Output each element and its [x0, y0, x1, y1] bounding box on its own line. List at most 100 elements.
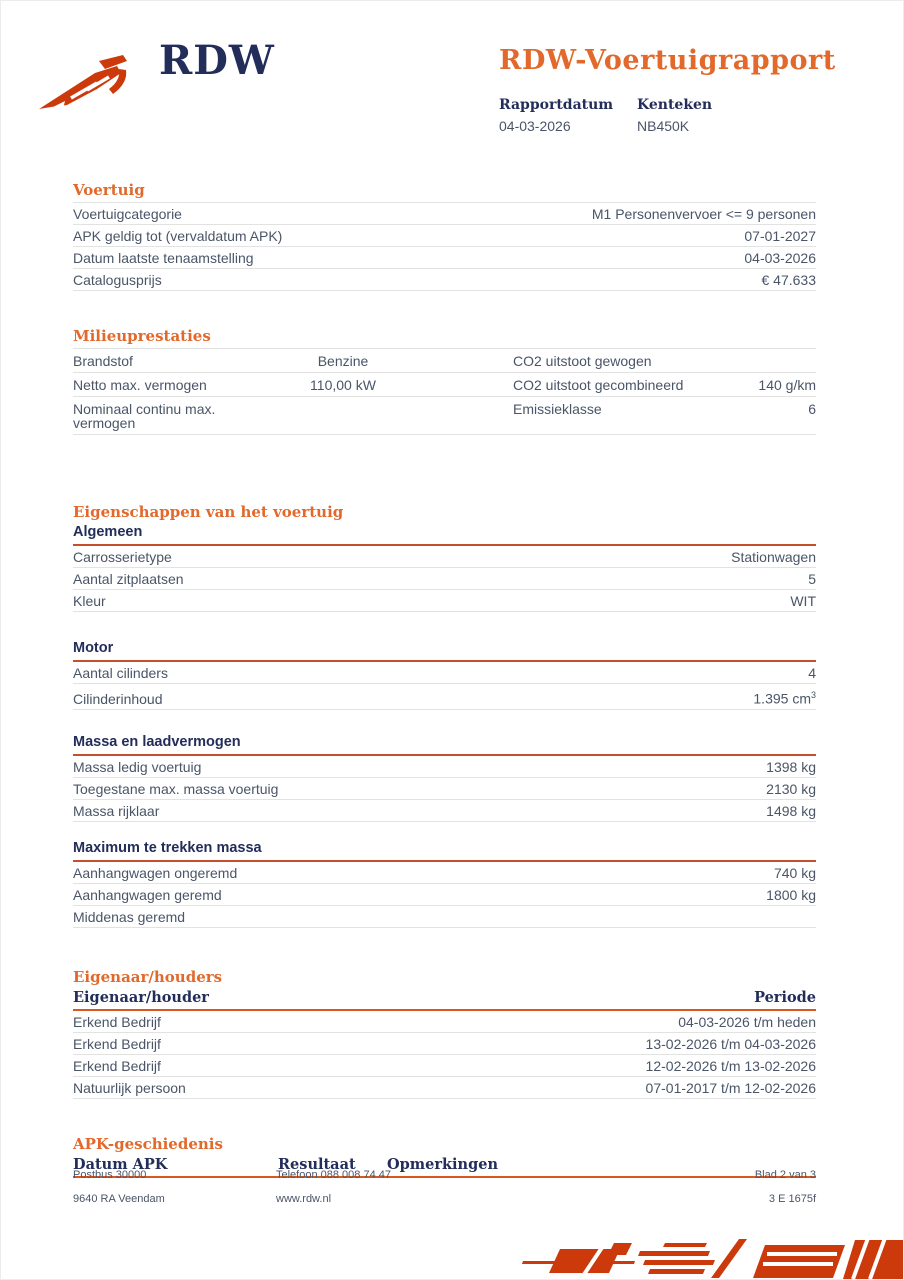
rdw-wing-logo-icon	[39, 55, 127, 109]
table-row: Erkend Bedrijf 13-02-2026 t/m 04-03-2026	[73, 1033, 816, 1055]
table-row: Aanhangwagen geremd 1800 kg	[73, 884, 816, 906]
brand-wordmark: RDW	[159, 37, 275, 84]
row-value: 07-01-2027	[744, 228, 816, 244]
row-label: Toegestane max. massa voertuig	[73, 780, 279, 797]
apk-table-header: Datum APK Resultaat Opmerkingen	[73, 1156, 816, 1178]
footer-page-info: Blad 2 van 3 3 E 1675f	[755, 1169, 816, 1217]
table-row: Massa rijklaar 1498 kg	[73, 800, 816, 822]
report-date-label: Rapportdatum	[499, 97, 614, 113]
footer-website: www.rdw.nl	[276, 1193, 332, 1205]
subsection-trekken-massa: Maximum te trekken massa Aanhangwagen on…	[73, 840, 816, 928]
subsection-algemeen: Algemeen Carrosserietype Stationwagen Aa…	[73, 524, 816, 612]
row-value: 2130 kg	[766, 780, 816, 797]
report-meta: Rapportdatum 04-03-2026 Kenteken NB450K	[499, 97, 819, 134]
row-label: Datum laatste tenaamstelling	[73, 250, 254, 266]
row-value: 4	[808, 665, 816, 681]
footer-address-line2: 9640 RA Veendam	[73, 1193, 165, 1205]
row-label: Middenas geremd	[73, 908, 186, 925]
row-value: 140 g/km	[758, 377, 816, 393]
row-label: Brandstof	[73, 353, 133, 369]
table-row: Aantal cilinders 4	[73, 662, 816, 684]
column-header-apk-date: Datum APK	[73, 1155, 168, 1173]
row-label: APK geldig tot (vervaldatum APK)	[73, 228, 283, 244]
period-cell: 13-02-2026 t/m 04-03-2026	[645, 1035, 816, 1052]
license-plate-value: NB450K	[637, 118, 690, 134]
table-row: Toegestane max. massa voertuig 2130 kg	[73, 778, 816, 800]
row-label: Massa rijklaar	[73, 802, 160, 819]
row-value: 04-03-2026	[744, 250, 816, 266]
row-label: Massa ledig voertuig	[73, 758, 202, 775]
row-label: CO2 uitstoot gewogen	[513, 353, 652, 369]
period-cell: 12-02-2026 t/m 13-02-2026	[645, 1057, 816, 1074]
report-header: RDW-Voertuigrapport Rapportdatum 04-03-2…	[499, 45, 836, 134]
row-label: Aanhangwagen ongeremd	[73, 864, 238, 881]
row-label: Voertuigcategorie	[73, 206, 182, 222]
table-row: Erkend Bedrijf 04-03-2026 t/m heden	[73, 1011, 816, 1033]
footer-address: Postbus 30000 9640 RA Veendam	[73, 1169, 276, 1217]
section-milieuprestaties: Milieuprestaties Brandstof Benzine CO2 u…	[73, 327, 816, 435]
row-label: Kleur	[73, 593, 106, 609]
column-header-result: Resultaat	[278, 1155, 356, 1173]
row-label: Cilinderinhoud	[73, 690, 163, 707]
table-row: Catalogusprijs € 47.633	[73, 269, 816, 291]
table-row: Cilinderinhoud 1.395 cm3	[73, 684, 816, 710]
subsection-motor: Motor Aantal cilinders 4 Cilinderinhoud …	[73, 640, 816, 710]
row-value: WIT	[790, 593, 816, 609]
table-row: Kleur WIT	[73, 590, 816, 612]
table-row: Natuurlijk persoon 07-01-2017 t/m 12-02-…	[73, 1077, 816, 1099]
column-header-remarks: Opmerkingen	[387, 1155, 498, 1173]
row-label: Aantal zitplaatsen	[73, 571, 184, 587]
column-header-period: Periode	[754, 988, 816, 1006]
owner-table-header: Eigenaar/houder Periode	[73, 989, 816, 1011]
table-row: Middenas geremd	[73, 906, 816, 928]
section-title: Milieuprestaties	[73, 327, 211, 345]
table-row: Brandstof Benzine CO2 uitstoot gewogen	[73, 349, 816, 373]
footer-page-indicator: Blad 2 van 3	[754, 1169, 816, 1181]
column-header-owner: Eigenaar/houder	[73, 988, 209, 1006]
table-row: Aantal zitplaatsen 5	[73, 568, 816, 590]
row-value: Stationwagen	[731, 549, 816, 565]
footer-address-line1: Postbus 30000	[73, 1169, 147, 1181]
section-eigenaar-houders: Eigenaar/houders Eigenaar/houder Periode…	[73, 968, 816, 1099]
row-label: Emissieklasse	[513, 401, 602, 417]
row-label: Carrosserietype	[73, 549, 172, 565]
section-voertuig: Voertuig Voertuigcategorie M1 Personenve…	[73, 181, 816, 291]
report-date-block: Rapportdatum 04-03-2026	[499, 97, 637, 134]
owner-cell: Erkend Bedrijf	[73, 1035, 161, 1052]
footer-contact: Telefoon 088 008 74 47 www.rdw.nl	[276, 1169, 755, 1217]
row-value: 1.395 cm3	[753, 690, 816, 707]
row-label: CO2 uitstoot gecombineerd	[513, 377, 684, 393]
subsection-title: Motor	[73, 640, 816, 662]
table-row: APK geldig tot (vervaldatum APK) 07-01-2…	[73, 225, 816, 247]
footer-form-code: 3 E 1675f	[768, 1193, 816, 1205]
row-value: 740 kg	[773, 864, 816, 881]
row-label: Aantal cilinders	[73, 665, 168, 681]
row-label: Catalogusprijs	[73, 272, 162, 288]
row-value: 110,00 kW	[310, 377, 376, 393]
table-row: Netto max. vermogen 110,00 kW CO2 uitsto…	[73, 373, 816, 397]
road-stripes-graphic	[522, 1237, 903, 1279]
page-title: RDW-Voertuigrapport	[499, 45, 836, 76]
subsection-title: Massa en laadvermogen	[73, 734, 816, 756]
table-row: Datum laatste tenaamstelling 04-03-2026	[73, 247, 816, 269]
period-cell: 07-01-2017 t/m 12-02-2026	[645, 1079, 816, 1096]
row-value: 1498 kg	[766, 802, 816, 819]
owner-cell: Erkend Bedrijf	[73, 1057, 161, 1074]
subsection-title: Algemeen	[73, 524, 816, 546]
table-row: Voertuigcategorie M1 Personenvervoer <= …	[73, 203, 816, 225]
row-value: € 47.633	[761, 272, 817, 288]
period-cell: 04-03-2026 t/m heden	[678, 1013, 816, 1030]
table-row: Aanhangwagen ongeremd 740 kg	[73, 862, 816, 884]
row-value: M1 Personenvervoer <= 9 personen	[591, 206, 816, 222]
row-value: 1398 kg	[766, 758, 816, 775]
row-value: Benzine	[317, 353, 369, 369]
owner-cell: Natuurlijk persoon	[73, 1079, 186, 1096]
superscript: 3	[810, 690, 816, 700]
row-value: 5	[808, 571, 816, 587]
table-row: Carrosserietype Stationwagen	[73, 546, 816, 568]
subsection-massa: Massa en laadvermogen Massa ledig voertu…	[73, 734, 816, 822]
table-row: Erkend Bedrijf 12-02-2026 t/m 13-02-2026	[73, 1055, 816, 1077]
report-date-value: 04-03-2026	[499, 118, 571, 134]
page-footer: Postbus 30000 9640 RA Veendam Telefoon 0…	[73, 1169, 816, 1217]
